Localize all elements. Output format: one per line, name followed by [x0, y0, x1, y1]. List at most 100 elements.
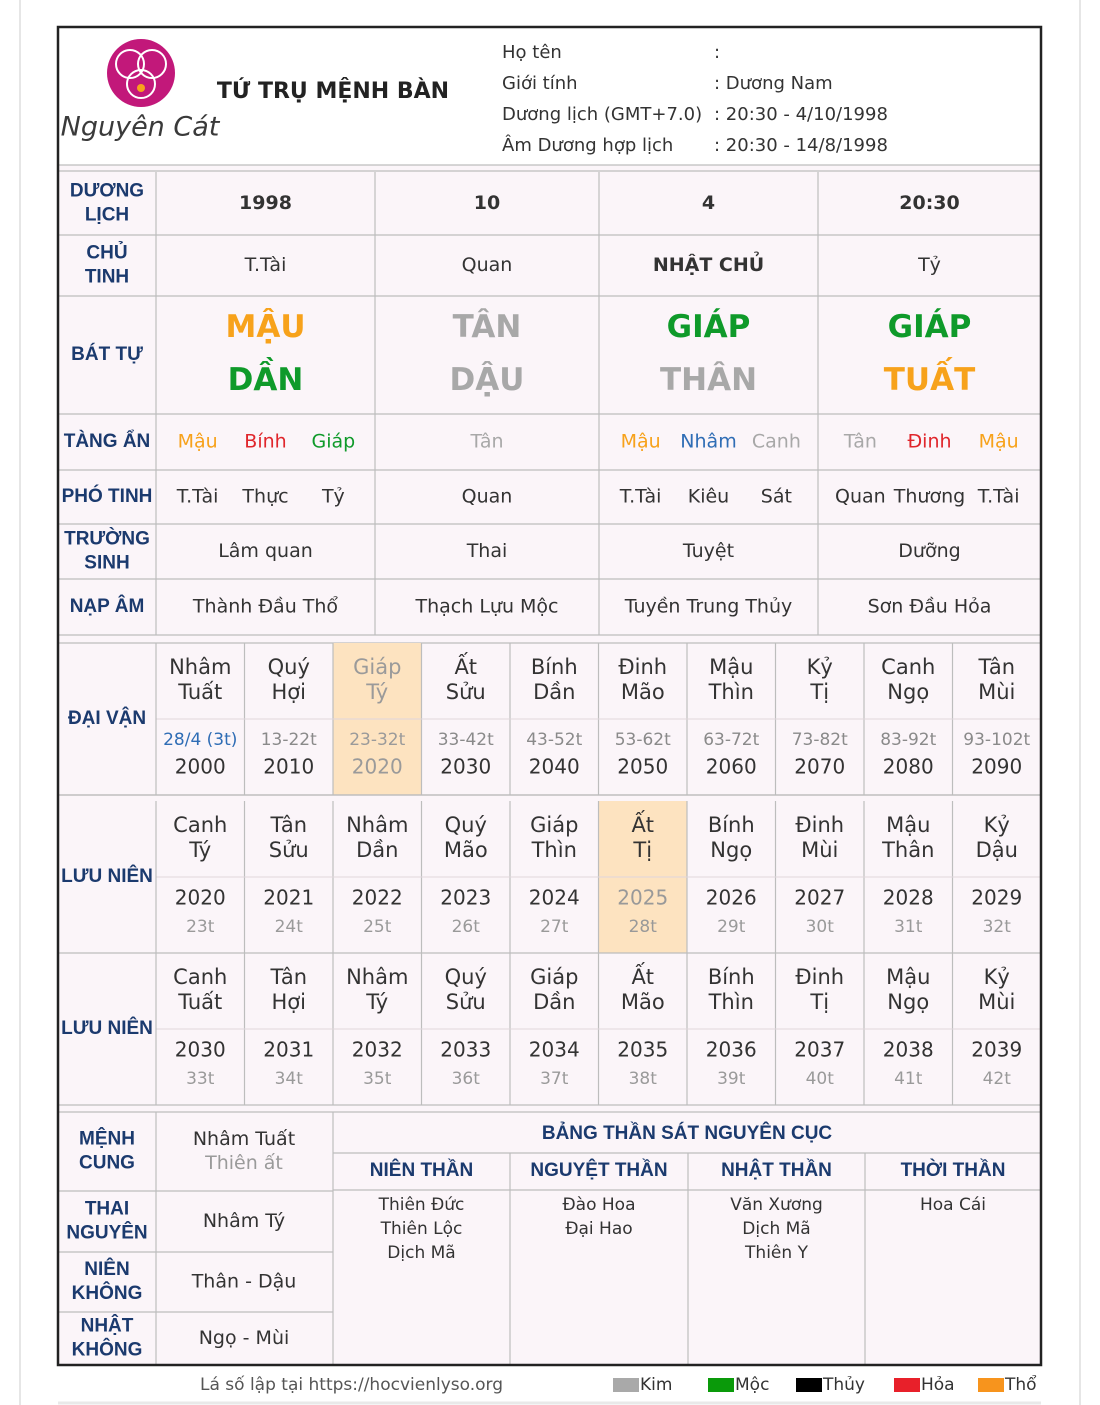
info-value: : Dương Nam — [714, 73, 833, 94]
legend-label: Thủy — [822, 1375, 865, 1395]
year-label: 2024 — [529, 886, 580, 910]
stem-branch: Đinh — [618, 655, 667, 679]
age-label: 31t — [894, 917, 923, 937]
than-sat-item: Đại Hao — [565, 1219, 632, 1239]
stem-branch: Hợi — [272, 680, 306, 704]
stem-branch: Tị — [632, 838, 652, 862]
age-label: 93-102t — [963, 730, 1030, 750]
pillar-cell: T.Tài — [244, 254, 287, 276]
stem-branch: Mão — [444, 838, 488, 862]
row-label: CHỦ — [86, 242, 127, 264]
stem-branch: Mùi — [978, 680, 1015, 704]
age-label: 53-62t — [615, 730, 671, 750]
pillar-char: TÂN — [453, 309, 522, 345]
pillar-cell: Tuyệt — [682, 540, 734, 562]
pillar-cell: Quan — [835, 486, 886, 508]
age-label: 29t — [717, 917, 746, 937]
pillar-char: GIÁP — [667, 309, 751, 345]
pillar-char: GIÁP — [888, 309, 972, 345]
pillar-cell: Mậu — [979, 431, 1019, 453]
stem-branch: Tân — [269, 813, 307, 837]
stem-branch: Tý — [365, 990, 388, 1014]
than-sat-header: NHẬT THẦN — [721, 1159, 832, 1181]
legend-label: Thổ — [1004, 1374, 1037, 1395]
info-value: : — [714, 42, 720, 63]
pillar-cell: Nhâm — [680, 431, 736, 453]
row-label: PHÓ TINH — [62, 485, 153, 507]
stem-branch: Sửu — [446, 680, 486, 704]
year-label: 2039 — [971, 1038, 1022, 1062]
stem-branch: Quý — [445, 813, 487, 837]
stem-branch: Kỷ — [984, 965, 1010, 989]
legend-swatch — [708, 1378, 734, 1392]
row-label: LƯU NIÊN — [61, 865, 153, 887]
year-label: 2030 — [175, 1038, 226, 1062]
year-label: 2020 — [175, 886, 226, 910]
pillar-cell: T.Tài — [619, 486, 662, 508]
year-label: 2010 — [263, 755, 314, 779]
year-label: 2035 — [617, 1038, 668, 1062]
row-label: THAI — [85, 1199, 129, 1220]
year-label: 2070 — [794, 755, 845, 779]
than-sat-item: Dịch Mã — [742, 1219, 810, 1239]
stem-branch: Bính — [708, 813, 755, 837]
pillar-cell: 1998 — [239, 192, 292, 214]
pillar-cell: T.Tài — [977, 486, 1020, 508]
stem-branch: Ngọ — [887, 990, 929, 1014]
pillar-cell: Sơn Đầu Hỏa — [868, 596, 992, 618]
pillar-cell: Thai — [466, 540, 508, 562]
age-label: 30t — [806, 917, 835, 937]
pillar-cell: Dưỡng — [898, 540, 960, 562]
year-label: 2026 — [706, 886, 757, 910]
year-label: 2060 — [706, 755, 757, 779]
stem-branch: Tuất — [177, 680, 222, 704]
stem-branch: Canh — [881, 655, 935, 679]
frame — [56, 25, 1043, 1367]
stem-branch: Thìn — [708, 680, 754, 704]
stem-branch: Ngọ — [887, 680, 929, 704]
age-label: 35t — [363, 1069, 392, 1089]
palace-value: Thiên ất — [204, 1152, 283, 1174]
pillar-cell: Tuyền Trung Thủy — [624, 596, 793, 618]
year-label: 2050 — [617, 755, 668, 779]
pillar-cell: Lâm quan — [218, 540, 313, 562]
year-label: 2090 — [971, 755, 1022, 779]
stem-branch: Giáp — [530, 813, 578, 837]
stem-branch: Bính — [708, 965, 755, 989]
stem-branch: Hợi — [272, 990, 306, 1014]
stem-branch: Mão — [621, 680, 665, 704]
pillar-cell: NHẬT CHỦ — [653, 251, 764, 276]
pillar-cell: Tân — [469, 431, 503, 453]
pillar-cell: Bính — [244, 431, 286, 453]
pillar-cell: 4 — [702, 192, 715, 214]
logo-text: Nguyên Cát — [61, 112, 221, 143]
info-label: Họ tên — [502, 42, 562, 63]
stem-branch: Ngọ — [710, 838, 752, 862]
stem-branch: Tân — [269, 965, 307, 989]
stem-branch: Bính — [531, 655, 578, 679]
stem-branch: Giáp — [530, 965, 578, 989]
age-label: 83-92t — [880, 730, 936, 750]
year-label: 2028 — [883, 886, 934, 910]
stem-branch: Mậu — [886, 813, 930, 837]
pillar-cell: Mậu — [178, 431, 218, 453]
pillar-char: MẬU — [225, 308, 305, 345]
palace-value: Thân - Dậu — [191, 1271, 297, 1293]
year-label: 2020 — [352, 755, 403, 779]
than-sat-title: BẢNG THẦN SÁT NGUYÊN CỤC — [542, 1122, 833, 1144]
pillar-cell: Canh — [752, 431, 801, 453]
pillar-cell: Quan — [462, 254, 513, 276]
age-label: 36t — [452, 1069, 481, 1089]
year-label: 2032 — [352, 1038, 403, 1062]
than-sat-item: Thiên Y — [744, 1243, 809, 1263]
row-label: ĐẠI VẬN — [68, 707, 146, 729]
stem-branch: Nhâm — [346, 813, 408, 837]
stem-branch: Quý — [445, 965, 487, 989]
than-sat-item: Thiên Lộc — [380, 1219, 463, 1239]
age-label: 39t — [717, 1069, 746, 1089]
pillar-cell: Tân — [843, 431, 877, 453]
stem-branch: Giáp — [353, 655, 401, 679]
legend-label: Mộc — [735, 1375, 769, 1395]
age-label: 33t — [186, 1069, 215, 1089]
